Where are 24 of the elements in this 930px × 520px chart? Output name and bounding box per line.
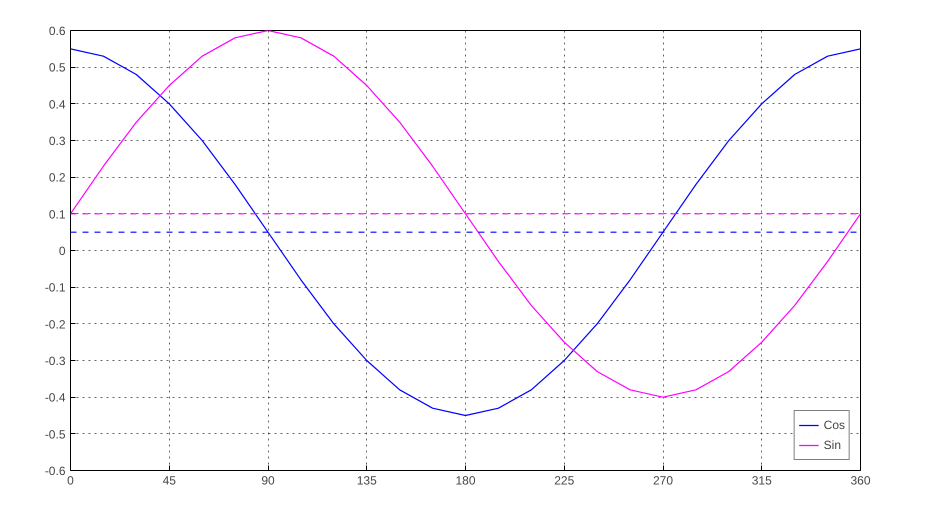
y-tick-label: 0.2 — [48, 170, 66, 185]
y-tick-label: 0.1 — [48, 207, 66, 222]
y-tick-label: -0.6 — [44, 464, 66, 478]
x-tick-label: 90 — [261, 474, 275, 488]
y-tick-label: -0.3 — [44, 354, 66, 368]
y-tick-label: -0.4 — [44, 390, 66, 405]
x-tick-label: 0 — [67, 474, 74, 488]
y-tick-label: 0.5 — [48, 60, 66, 75]
x-tick-label: 270 — [652, 474, 674, 488]
y-tick-label: 0 — [58, 244, 66, 258]
y-tick-label: 0.3 — [48, 134, 66, 148]
x-tick-label: 360 — [850, 474, 871, 488]
y-tick-label: 0.6 — [48, 24, 66, 38]
x-tick-label: 180 — [455, 474, 476, 488]
legend-label: Sin — [824, 438, 842, 452]
y-tick-label: -0.2 — [44, 317, 66, 332]
y-tick-label: 0.4 — [48, 97, 66, 112]
y-tick-label: -0.5 — [44, 427, 66, 442]
y-tick-label: -0.1 — [44, 280, 66, 295]
x-tick-label: 135 — [356, 474, 378, 488]
x-tick-label: 225 — [554, 474, 575, 488]
legend-label: Cos — [824, 418, 845, 432]
x-tick-label: 45 — [162, 474, 176, 488]
x-tick-label: 315 — [752, 474, 772, 488]
